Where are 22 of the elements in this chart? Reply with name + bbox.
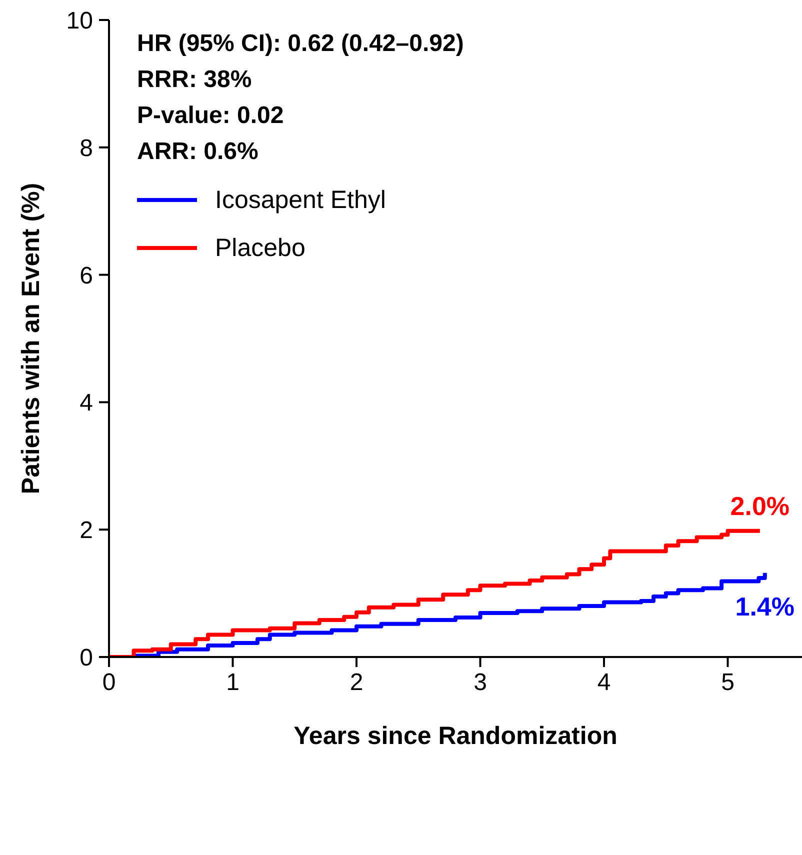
x-axis-title: Years since Randomization xyxy=(294,722,618,750)
x-tick-label: 2 xyxy=(350,669,364,696)
x-tick-label: 4 xyxy=(597,669,611,696)
y-tick-label: 4 xyxy=(80,390,93,417)
legend-label: Placebo xyxy=(215,234,306,262)
legend-label: Icosapent Ethyl xyxy=(215,186,386,214)
annotation: 2.0% xyxy=(730,490,790,521)
y-tick-label: 10 xyxy=(66,8,93,35)
y-tick-label: 8 xyxy=(80,134,93,162)
x-tick-label: 0 xyxy=(102,669,116,696)
annotation: P-value: 0.02 xyxy=(137,101,285,131)
x-tick-label: 3 xyxy=(474,669,487,696)
y-tick-label: 6 xyxy=(80,262,93,290)
annotation: RRR: 38% xyxy=(137,65,253,95)
x-tick-label: 5 xyxy=(721,669,734,696)
y-tick-label: 0 xyxy=(80,644,93,672)
annotation: ARR: 0.6% xyxy=(137,137,260,167)
annotation: HR (95% CI): 0.62 (0.42–0.92) xyxy=(137,29,464,59)
y-tick-label: 2 xyxy=(80,517,93,544)
y-axis-title: Patients with an Event (%) xyxy=(16,182,45,494)
x-tick-label: 1 xyxy=(226,669,240,696)
annotation: 1.4% xyxy=(735,591,795,622)
